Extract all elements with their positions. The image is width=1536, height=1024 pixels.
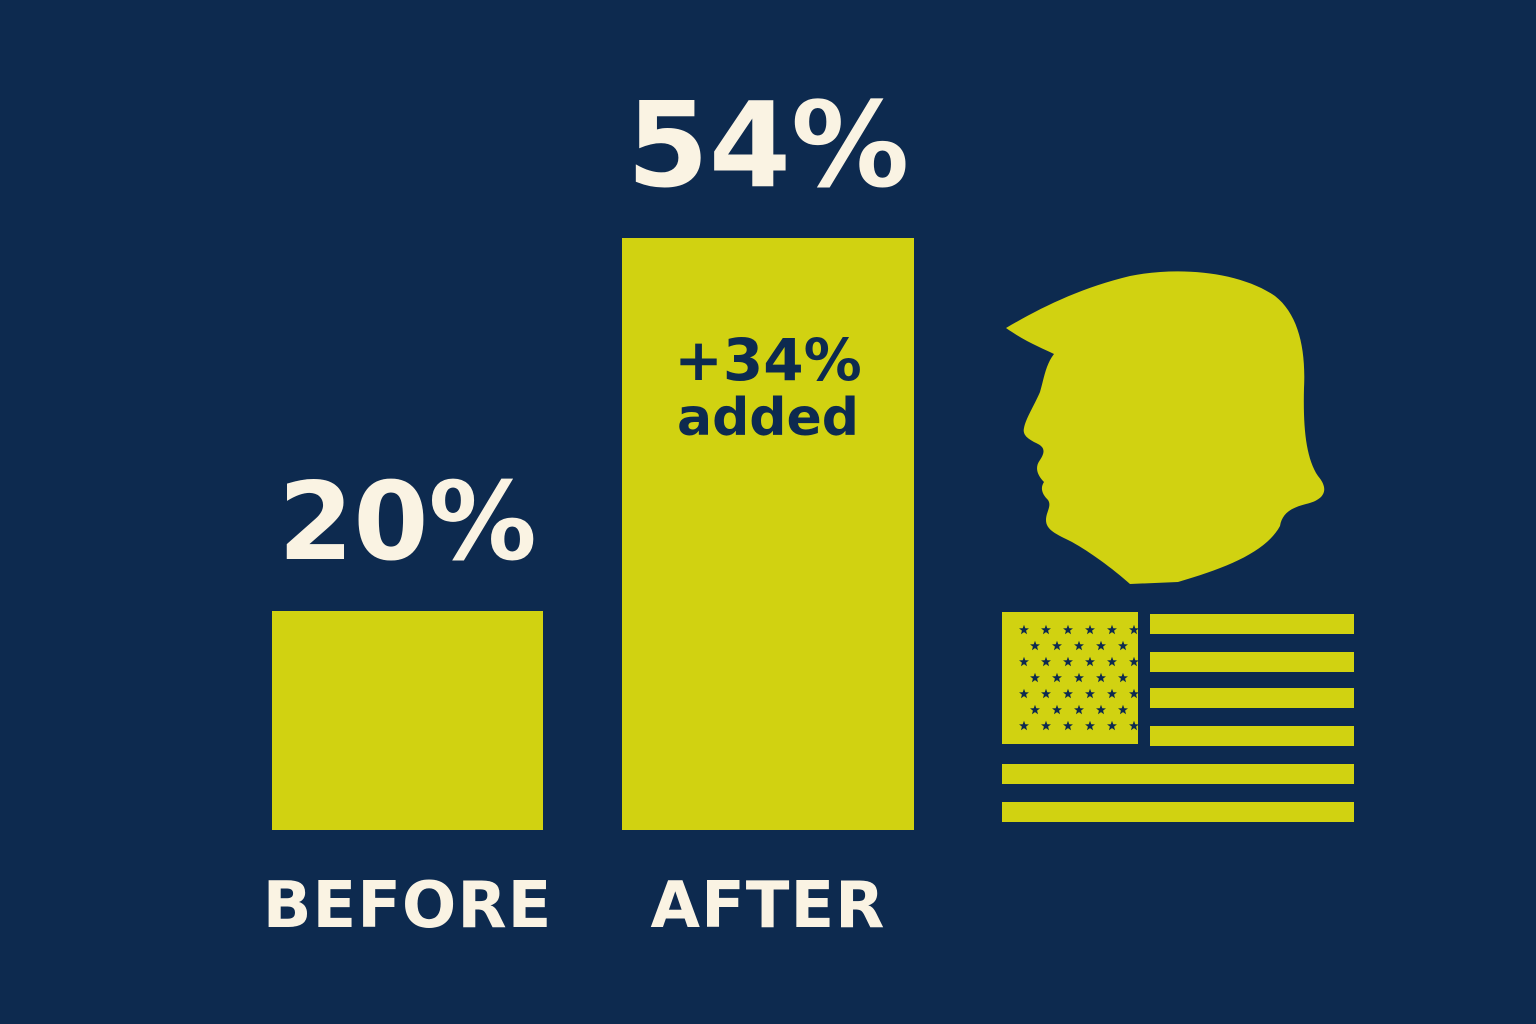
flag-star [1107, 720, 1117, 731]
flag-star [1052, 672, 1062, 683]
flag-star [1074, 672, 1084, 683]
flag-star [1085, 656, 1095, 667]
category-label-after: AFTER [650, 869, 886, 943]
flag-star [1096, 704, 1106, 715]
flag-star [1063, 688, 1073, 699]
flag-star [1129, 720, 1139, 731]
flag-star [1129, 688, 1139, 699]
flag-star [1052, 704, 1062, 715]
flag-star [1063, 624, 1073, 635]
increase-amount: +34% [674, 326, 862, 394]
flag-star [1019, 688, 1029, 699]
flag-star [1041, 720, 1051, 731]
flag-star [1052, 640, 1062, 651]
flag-star [1041, 656, 1051, 667]
flag-star [1085, 624, 1095, 635]
portrait-silhouette-icon [1006, 271, 1325, 584]
flag-star [1107, 624, 1117, 635]
flag-star [1107, 656, 1117, 667]
flag-star [1118, 640, 1128, 651]
flag-star [1030, 704, 1040, 715]
value-label-after: 54% [626, 76, 910, 214]
increase-annotation: +34% added [622, 330, 914, 445]
flag-star [1063, 656, 1073, 667]
category-label-before: BEFORE [262, 869, 553, 943]
flag-star [1019, 624, 1029, 635]
flag-star [1118, 704, 1128, 715]
american-flag-icon [1002, 612, 1354, 822]
flag-star [1074, 640, 1084, 651]
flag-star [1096, 640, 1106, 651]
value-label-before: 20% [278, 460, 537, 585]
flag-star [1096, 672, 1106, 683]
increase-caption: added [676, 387, 860, 448]
flag-star [1085, 720, 1095, 731]
flag-star [1019, 656, 1029, 667]
flag-star [1074, 704, 1084, 715]
flag-star [1107, 688, 1117, 699]
flag-star [1030, 672, 1040, 683]
flag-star [1030, 640, 1040, 651]
flag-star [1129, 624, 1139, 635]
bar-after [622, 238, 914, 830]
flag-star [1085, 688, 1095, 699]
bar-before [272, 611, 543, 830]
flag-star [1118, 672, 1128, 683]
flag-star [1129, 656, 1139, 667]
flag-stars [1019, 624, 1139, 731]
flag-star [1019, 720, 1029, 731]
flag-star [1063, 720, 1073, 731]
flag-star [1041, 624, 1051, 635]
flag-star [1041, 688, 1051, 699]
